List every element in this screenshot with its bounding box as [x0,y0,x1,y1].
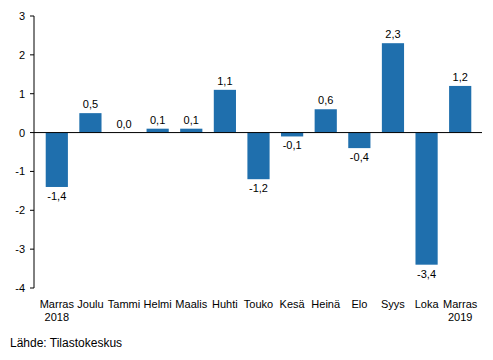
y-tick-label: 0 [19,127,25,139]
x-tick-label-line: Helmi [144,298,172,310]
data-label: -3,4 [417,268,436,280]
bar [281,133,303,137]
y-tick-label: 3 [19,10,25,22]
x-tick-label: Loka [415,298,440,310]
bar [79,113,101,132]
y-tick-label: -3 [15,243,25,255]
x-tick-label-line: Heinä [311,298,341,310]
x-tick-label-line: 2019 [448,311,472,323]
x-tick-label: Elo [351,298,367,310]
x-tick-label-line: Tammi [108,298,140,310]
data-label: 0,1 [150,114,165,126]
y-tick [30,93,34,94]
chart-svg: -4 -3 -2 -1 0 1 2 3 -1,4 0,5 0,0 0,1 0,1 1,1 -1,2 -0,1 0… [0,0,493,360]
x-tick-label: Joulu [77,298,103,310]
y-tick [30,288,34,289]
x-tick-label-line: Syys [381,298,405,310]
y-tick-label: 1 [19,88,25,100]
bar [449,86,471,133]
data-label: 2,3 [385,28,400,40]
data-label: -1,4 [47,190,66,202]
x-tick-label-line: Loka [415,298,440,310]
y-tick-label: -2 [15,204,25,216]
bar [46,133,68,187]
x-tick-label: Marras2018 [40,298,75,323]
x-tick-label: Tammi [108,298,140,310]
y-tick-label: -4 [15,282,25,294]
bar [214,90,236,133]
zero-line [34,132,482,133]
x-tick-label: Kesä [280,298,306,310]
x-tick-label-line: 2018 [45,311,69,323]
bar [247,133,269,180]
y-axis-line [34,16,35,288]
y-tick [30,210,34,211]
x-tick-label: Syys [381,298,405,310]
data-label: -1,2 [249,182,268,194]
x-tick-label-line: Elo [351,298,367,310]
x-tick-label: Touko [244,298,273,310]
x-tick-label: Maalis [175,298,207,310]
x-tick-label-line: Marras [40,298,75,310]
x-tick-label-line: Kesä [280,298,306,310]
data-label: 0,6 [318,94,333,106]
x-tick-label-line: Maalis [175,298,207,310]
data-label: 0,1 [184,114,199,126]
bar [348,133,370,149]
y-tick [30,249,34,250]
x-tick-label: Marras2019 [443,298,478,323]
x-tick-label-line: Joulu [77,298,103,310]
x-tick-label: Heinä [311,298,341,310]
y-tick [30,132,34,133]
data-label: 0,0 [116,118,131,130]
y-tick [30,16,34,17]
bar [415,133,437,265]
source: Lähde: Tilastokeskus [10,336,122,350]
bar [147,129,169,133]
data-label: -0,1 [283,139,302,151]
y-tick-label: -1 [15,165,25,177]
bar [180,129,202,133]
data-label: 1,1 [217,75,232,87]
data-label: -0,4 [350,151,369,163]
data-label: 0,5 [83,98,98,110]
y-tick [30,171,34,172]
bar [382,43,404,132]
x-tick-label-line: Touko [244,298,273,310]
x-tick-label-line: Huhti [212,298,238,310]
data-label: 1,2 [453,71,468,83]
x-tick-label: Huhti [212,298,238,310]
chart-container: -4 -3 -2 -1 0 1 2 3 -1,4 0,5 0,0 0,1 0,1 1,1 -1,2 -0,1 0… [0,0,493,360]
bar [315,109,337,132]
y-tick-label: 2 [19,49,25,61]
y-tick [30,54,34,55]
bars [46,43,472,264]
x-tick-label: Helmi [144,298,172,310]
x-tick-label-line: Marras [443,298,478,310]
